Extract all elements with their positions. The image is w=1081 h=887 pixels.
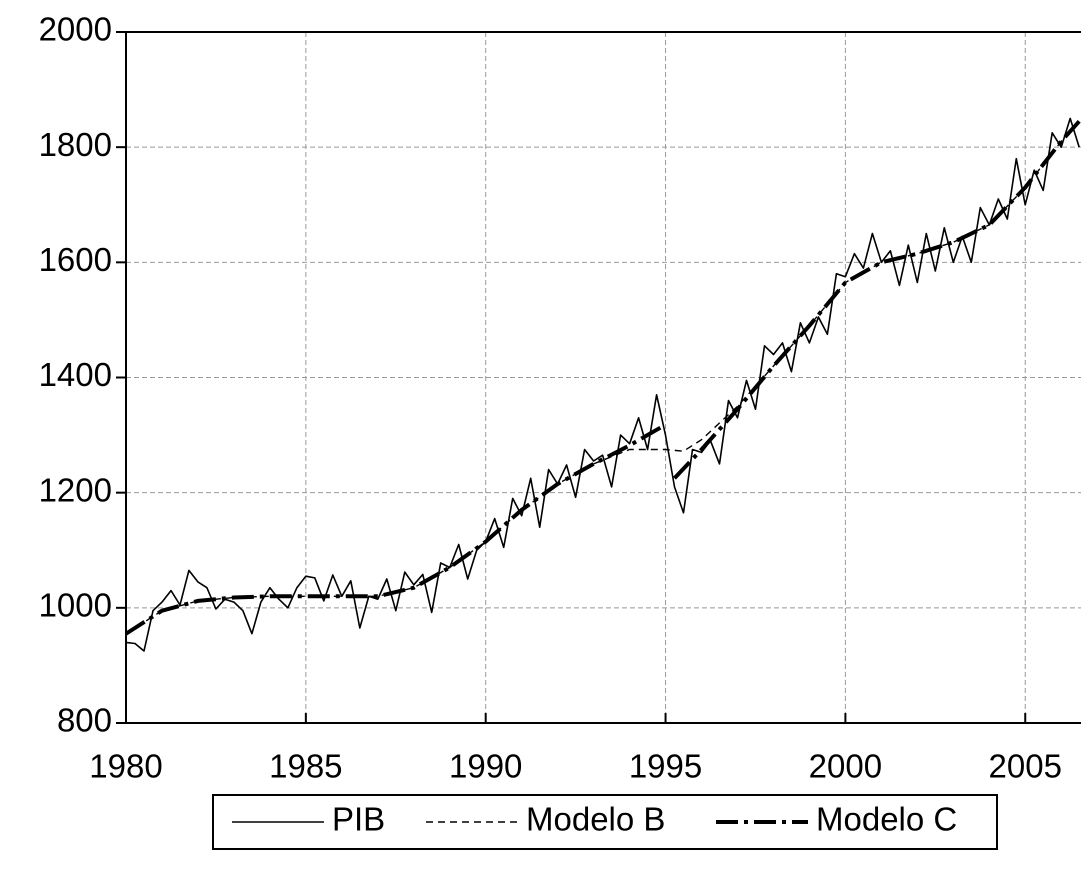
x-tick-label: 1990 xyxy=(449,748,522,785)
series-line xyxy=(125,120,1080,635)
y-tick-label: 1400 xyxy=(39,356,112,393)
y-tick-label: 1200 xyxy=(39,471,112,508)
y-tick-label: 1000 xyxy=(39,587,112,624)
y-tick-label: 2000 xyxy=(39,11,112,48)
y-tick-label: 800 xyxy=(57,702,112,739)
x-tick-label: 2005 xyxy=(989,748,1062,785)
series-line xyxy=(124,119,1081,636)
legend-box xyxy=(212,794,998,850)
legend-label: PIB xyxy=(332,801,385,838)
x-tick-label: 2000 xyxy=(809,748,882,785)
y-tick-label: 1800 xyxy=(39,126,112,163)
x-tick-label: 1995 xyxy=(629,748,702,785)
legend-label: Modelo B xyxy=(526,801,665,838)
x-tick-label: 1985 xyxy=(269,748,342,785)
series-line xyxy=(125,117,1080,652)
plot-frame xyxy=(125,31,1081,724)
x-tick-label: 1980 xyxy=(89,748,162,785)
legend-label: Modelo C xyxy=(816,801,957,838)
y-tick-label: 1600 xyxy=(39,241,112,278)
